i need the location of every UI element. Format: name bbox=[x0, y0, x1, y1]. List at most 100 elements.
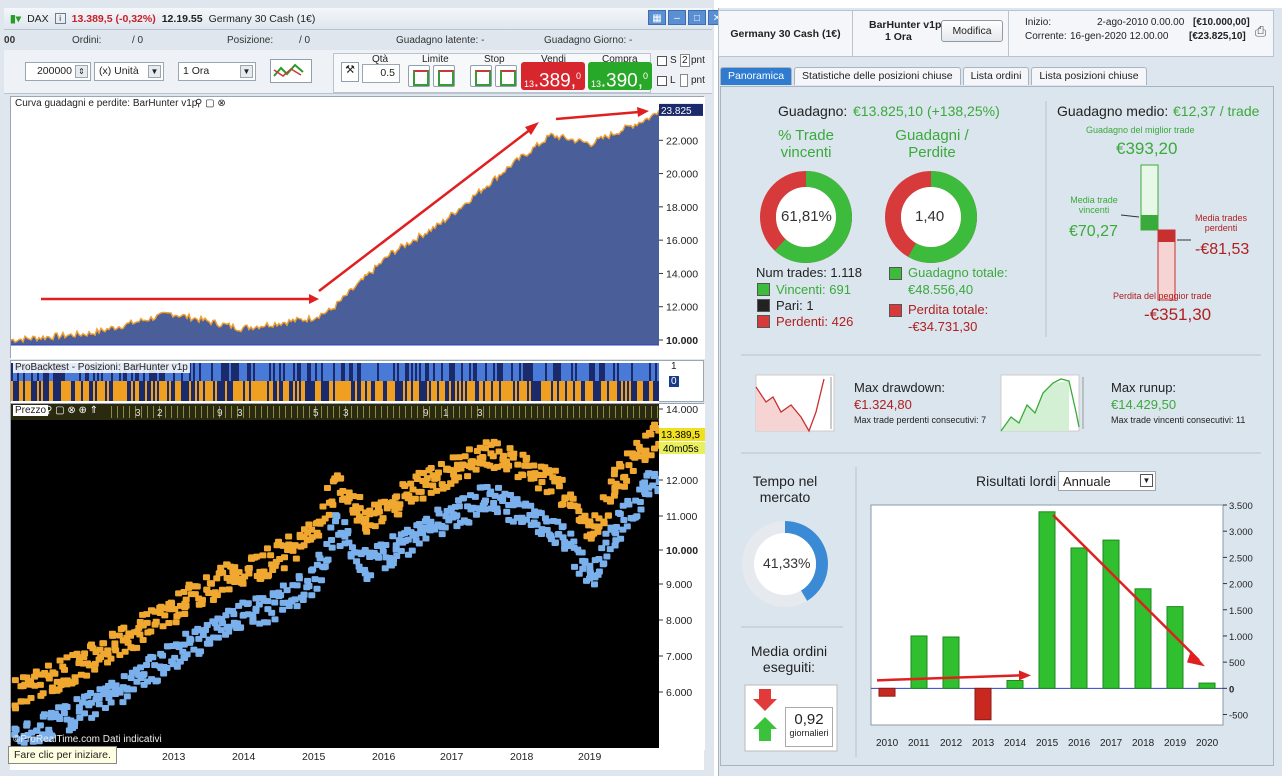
s-pnt: pnt bbox=[691, 55, 705, 66]
timeframe-select[interactable]: 1 Ora ▼ bbox=[178, 62, 256, 81]
layout-icon[interactable]: ▦ bbox=[648, 10, 666, 25]
position-bar bbox=[315, 381, 317, 401]
print-icon[interactable]: ⎙ bbox=[1255, 23, 1267, 39]
price-strip-bar bbox=[111, 406, 112, 418]
price-panel-icons[interactable]: ⚲ ▢ ⊗ ⊕ ⇑ bbox=[45, 405, 99, 416]
equity-panel-title: Curva guadagni e perdite: BarHunter v1p bbox=[13, 98, 200, 109]
time-in-market-title: Tempo nel mercato bbox=[752, 473, 818, 505]
position-bar bbox=[399, 381, 401, 401]
sell-order-marker bbox=[259, 573, 267, 580]
position-bar bbox=[301, 363, 303, 381]
positions-axis-bottom: 0 bbox=[669, 376, 679, 387]
position-bar bbox=[527, 381, 529, 401]
buy-order-marker bbox=[160, 670, 168, 677]
tab-closed-positions[interactable]: Lista posizioni chiuse bbox=[1031, 67, 1147, 85]
position-bar bbox=[351, 381, 353, 401]
winners-legend-icon bbox=[757, 283, 770, 296]
price-tick-label: 7.000 bbox=[666, 651, 692, 663]
buy-order-marker bbox=[561, 543, 569, 550]
price-strip-bar bbox=[129, 406, 130, 418]
limit-sell-button[interactable] bbox=[433, 65, 455, 87]
sell-order-marker bbox=[594, 528, 602, 535]
position-bar bbox=[277, 363, 279, 381]
position-value: 0 bbox=[9, 34, 16, 46]
year-label: 2018 bbox=[510, 751, 534, 763]
result-bar bbox=[1102, 539, 1120, 689]
tab-closed-stats[interactable]: Statistiche delle posizioni chiuse bbox=[794, 67, 961, 85]
position-bar bbox=[383, 363, 385, 381]
sell-order-marker bbox=[615, 483, 623, 490]
sell-order-marker bbox=[27, 695, 35, 702]
position-bar bbox=[385, 381, 387, 401]
buy-order-marker bbox=[39, 731, 47, 738]
equity-area bbox=[11, 109, 659, 346]
position-bar bbox=[375, 363, 377, 381]
tab-overview[interactable]: Panoramica bbox=[720, 67, 793, 85]
best-trade-value: €393,20 bbox=[1116, 139, 1178, 158]
sell-order-marker bbox=[259, 552, 267, 559]
minimize-icon[interactable]: – bbox=[668, 10, 686, 25]
price-strip-bar bbox=[465, 406, 466, 418]
position-bar bbox=[497, 363, 499, 381]
equity-chart[interactable]: 22.000 20.000 18.000 16.000 14.000 12.000 10.0… bbox=[10, 96, 705, 359]
equity-panel-icons[interactable]: ⚲ ▢ ⊗ bbox=[195, 98, 226, 109]
quantity-stepper[interactable]: 200000 ⇕ bbox=[25, 62, 91, 81]
buy-button[interactable]: 13.390,0 bbox=[588, 62, 652, 91]
sell-button[interactable]: 13.389,0 bbox=[521, 62, 585, 91]
maximize-icon[interactable]: □ bbox=[688, 10, 706, 25]
stop-sell-button[interactable] bbox=[495, 65, 517, 87]
limit-buy-button[interactable] bbox=[408, 65, 430, 87]
s-checkbox[interactable] bbox=[657, 56, 667, 66]
instrument-icon[interactable]: ▮▾ bbox=[10, 12, 22, 25]
price-countdown-label: 40m05s bbox=[663, 444, 699, 455]
s-value[interactable]: 2 bbox=[680, 54, 690, 67]
wrench-icon[interactable]: ⚒ bbox=[341, 62, 359, 82]
position-bar bbox=[561, 381, 563, 401]
sell-order-marker bbox=[479, 453, 487, 460]
sell-order-marker bbox=[645, 429, 653, 436]
position-bar bbox=[85, 381, 87, 401]
qty-input[interactable]: 0.5 bbox=[362, 64, 400, 83]
position-bar bbox=[503, 363, 505, 381]
position-bar bbox=[419, 381, 421, 401]
positions-chart[interactable]: ProBacktest - Posizioni: BarHunter v1p 1… bbox=[10, 360, 704, 403]
position-bar bbox=[125, 381, 127, 401]
stepper-arrows-icon[interactable]: ⇕ bbox=[75, 65, 88, 78]
position-bar bbox=[43, 381, 45, 401]
sell-order-marker bbox=[651, 445, 659, 452]
bar-y-tick-label: 1.000 bbox=[1229, 632, 1253, 643]
result-bar bbox=[878, 687, 896, 697]
instrument-name[interactable]: DAX bbox=[27, 12, 49, 25]
price-strip-bar bbox=[303, 406, 304, 418]
results-period-select[interactable]: Annuale ▼ bbox=[1058, 471, 1156, 491]
buy-order-marker bbox=[382, 541, 390, 548]
position-bar bbox=[381, 363, 383, 381]
position-bar bbox=[325, 363, 327, 381]
position-bar bbox=[493, 381, 495, 401]
l-checkbox[interactable] bbox=[657, 76, 667, 86]
stop-buy-button[interactable] bbox=[470, 65, 492, 87]
position-bar bbox=[471, 381, 473, 401]
position-bar bbox=[371, 381, 373, 401]
price-chart[interactable]: 3 2 9 3 5 3 9 1 3 14.000 12.000 11.000 10.000 9.000 8.… bbox=[10, 403, 705, 756]
position-bar bbox=[279, 363, 281, 381]
indicator-button[interactable] bbox=[270, 59, 312, 83]
position-bar bbox=[195, 381, 197, 401]
unit-select[interactable]: (x) Unità ▼ bbox=[94, 62, 164, 81]
info-icon[interactable]: i bbox=[54, 13, 66, 24]
tab-orders[interactable]: Lista ordini bbox=[962, 67, 1030, 85]
position-bar bbox=[257, 381, 259, 401]
position-bar bbox=[333, 363, 335, 381]
position-bar bbox=[191, 381, 193, 401]
position-bar bbox=[521, 381, 523, 401]
l-value[interactable] bbox=[680, 74, 688, 87]
position-bar bbox=[435, 381, 437, 401]
position-bar bbox=[585, 363, 587, 381]
buy-order-marker bbox=[23, 720, 31, 727]
price-strip-bar bbox=[525, 406, 526, 418]
modify-button[interactable]: Modifica bbox=[941, 20, 1003, 42]
position-bar bbox=[411, 381, 413, 401]
price-strip-bar bbox=[615, 406, 616, 418]
position-bar bbox=[21, 381, 23, 401]
buy-order-marker bbox=[291, 596, 299, 603]
